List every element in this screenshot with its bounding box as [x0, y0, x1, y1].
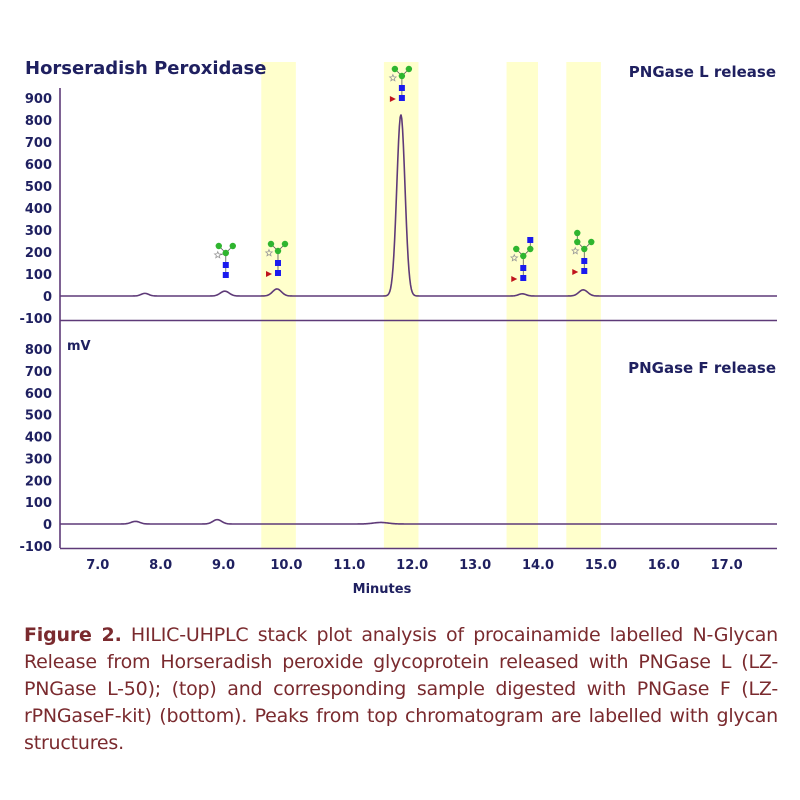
y-tick-label: 600: [25, 158, 52, 173]
x-tick-label: 16.0: [648, 558, 680, 573]
glcnac-symbol: [520, 265, 527, 271]
y-tick-label: 200: [25, 246, 52, 261]
highlight-bands: [261, 62, 601, 548]
highlight-band: [261, 62, 296, 548]
y-tick-label: -100: [19, 540, 52, 555]
y-tick-label: 100: [25, 496, 52, 511]
mannose-symbol: [398, 72, 406, 80]
chromatogram-svg: 900 800 700 600 500 400 300 200 100 0 -100 800 700 60…: [19, 58, 777, 597]
glcnac-symbol: [527, 237, 534, 243]
mannose-symbol: [215, 242, 222, 250]
mannose-symbol: [267, 240, 275, 248]
fucose-symbol: [511, 276, 518, 282]
chromatogram-chart: 900 800 700 600 500 400 300 200 100 0 -100 800 700 60…: [19, 58, 777, 597]
glcnac-symbol: [581, 268, 588, 274]
mannose-symbol: [229, 242, 236, 250]
highlight-band: [383, 62, 419, 548]
traces: [60, 114, 777, 525]
fucose-symbol: [389, 96, 396, 102]
mannose-symbol: [222, 249, 229, 257]
xylose-symbol: [388, 73, 398, 82]
glcnac-symbol: [581, 258, 588, 264]
y-tick-label: 900: [25, 92, 52, 107]
glcnac-symbol: [274, 260, 281, 266]
x-tick-label: 17.0: [711, 558, 743, 573]
y-tick-label: 200: [25, 474, 52, 489]
figure-label: Figure 2.: [24, 624, 122, 646]
mannose-symbol: [391, 65, 399, 73]
fucose-symbol: [572, 269, 579, 275]
glcnac-symbol: [398, 85, 405, 91]
caption-text: HILIC-UHPLC stack plot analysis of proca…: [24, 624, 778, 754]
mannose-symbol: [527, 245, 534, 253]
mannose-symbol: [405, 65, 413, 73]
y-tick-label: 500: [25, 180, 52, 195]
glcnac-symbol: [398, 95, 405, 101]
y-tick-label: 100: [25, 268, 52, 283]
glcnac-symbol: [274, 270, 281, 276]
y-tick-label: 0: [43, 290, 52, 305]
axes: [59, 88, 777, 550]
chart-title: Horseradish Peroxidase: [25, 58, 266, 79]
figure-caption: Figure 2. HILIC-UHPLC stack plot analysi…: [24, 622, 778, 757]
mannose-symbol: [274, 247, 282, 255]
y-tick-label: 500: [25, 409, 52, 424]
mannose-symbol: [281, 240, 289, 248]
mannose-symbol: [581, 245, 588, 253]
fucose-symbol: [265, 271, 272, 277]
highlight-band: [566, 62, 601, 548]
x-tick-label: 13.0: [459, 558, 491, 573]
xylose-symbol: [571, 246, 580, 255]
x-tick-label: 12.0: [396, 558, 428, 573]
mannose-symbol: [574, 229, 581, 237]
xylose-symbol: [510, 253, 519, 262]
glcnac-symbol: [222, 272, 229, 278]
x-tick-label: 9.0: [212, 558, 235, 573]
y-tick-label: 600: [25, 387, 52, 402]
mannose-symbol: [520, 252, 527, 260]
y-tick-label: 0: [43, 518, 52, 533]
y-tick-label: 700: [25, 365, 52, 380]
y-tick-label: 800: [25, 114, 52, 129]
panel-label: PNGase F release: [628, 359, 776, 377]
chromatogram-trace: [60, 114, 777, 297]
xylose-symbol: [213, 250, 223, 259]
x-tick-label: 15.0: [585, 558, 617, 573]
x-tick-label: 7.0: [86, 558, 109, 573]
mannose-symbol: [513, 245, 520, 253]
mannose-symbol: [574, 238, 581, 246]
y-tick-label: 400: [25, 431, 52, 446]
x-tick-label: 8.0: [149, 558, 172, 573]
chart-text: 900 800 700 600 500 400 300 200 100 0 -100 800 700 60…: [19, 58, 776, 597]
chromatogram-trace: [60, 518, 777, 525]
y-tick-label: 300: [25, 452, 52, 467]
glcnac-symbol: [520, 275, 527, 281]
y-tick-label: 800: [25, 343, 52, 358]
x-tick-label: 14.0: [522, 558, 554, 573]
y-tick-label: 700: [25, 136, 52, 151]
xylose-symbol: [264, 248, 274, 257]
x-tick-label: 10.0: [270, 558, 302, 573]
y-tick-label: 400: [25, 202, 52, 217]
glycan-structures: [213, 65, 595, 282]
highlight-band: [506, 62, 538, 548]
y-tick-label: -100: [19, 312, 52, 327]
y-axis-unit-label: mV: [67, 339, 91, 354]
y-tick-label: 300: [25, 224, 52, 239]
glcnac-symbol: [222, 262, 229, 268]
x-tick-label: 11.0: [333, 558, 365, 573]
x-axis-label: Minutes: [353, 582, 412, 597]
panel-label: PNGase L release: [629, 63, 776, 81]
mannose-symbol: [588, 238, 595, 246]
